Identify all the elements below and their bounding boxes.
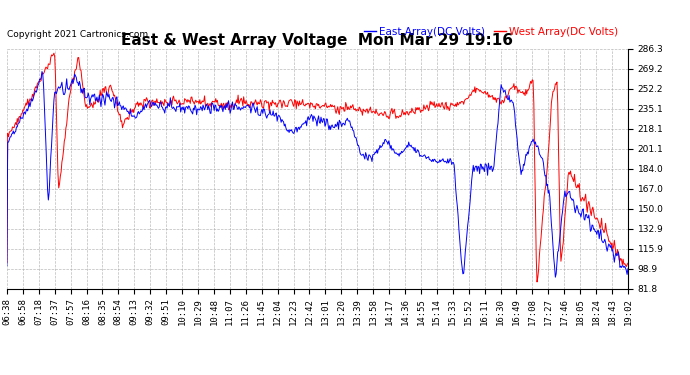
- Text: Copyright 2021 Cartronics.com: Copyright 2021 Cartronics.com: [7, 30, 148, 39]
- Title: East & West Array Voltage  Mon Mar 29 19:16: East & West Array Voltage Mon Mar 29 19:…: [121, 33, 513, 48]
- Legend: East Array(DC Volts), West Array(DC Volts): East Array(DC Volts), West Array(DC Volt…: [359, 23, 622, 41]
